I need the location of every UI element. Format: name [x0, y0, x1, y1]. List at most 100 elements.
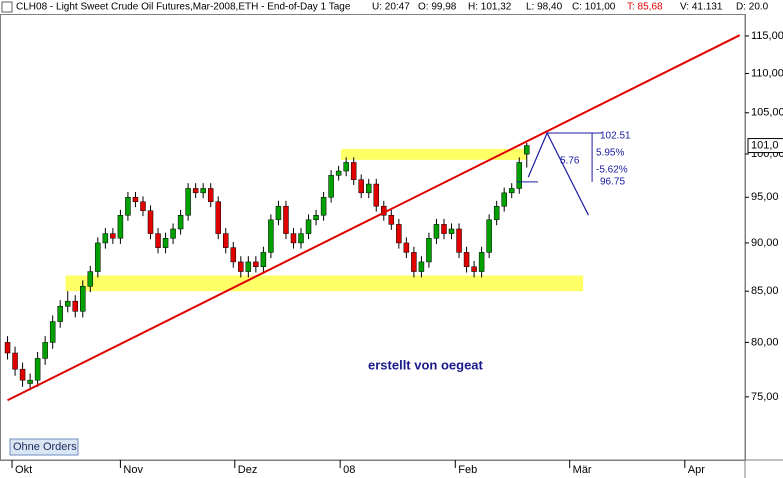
button-label[interactable]: Ohne Orders: [13, 441, 77, 453]
candle-body: [388, 214, 395, 225]
candle-body: [463, 252, 470, 267]
candle-body: [418, 261, 425, 272]
candle-body: [403, 242, 410, 253]
candle-body: [524, 145, 530, 155]
x-tick-label: Apr: [688, 464, 705, 476]
projection-label: -5.62%: [596, 165, 628, 176]
candle-body: [396, 224, 402, 244]
candle-body: [170, 228, 176, 239]
candle-body: [147, 210, 154, 234]
candle-body: [290, 233, 297, 244]
zone: [340, 148, 527, 160]
candle-body: [200, 188, 206, 194]
last-price-box: [747, 138, 783, 154]
candle-body: [87, 271, 94, 287]
candle-body: [441, 224, 447, 234]
y-tick-label: 90,00: [751, 237, 779, 249]
candle-body: [4, 342, 11, 354]
candle-body: [493, 205, 500, 221]
header-text: H: 101,32: [468, 2, 512, 13]
button[interactable]: Ohne Orders: [9, 438, 79, 456]
candle-body: [478, 252, 485, 272]
candle-body: [411, 252, 417, 272]
candle-body: [328, 175, 334, 198]
candle-body: [177, 214, 184, 230]
candle-body: [110, 233, 116, 239]
x-tick-label: 08: [343, 464, 355, 476]
candle-body: [350, 162, 357, 180]
candle-body: [102, 233, 109, 244]
candle-body: [80, 286, 86, 312]
x-tick-label: Mär: [573, 464, 592, 476]
candle-body: [501, 192, 507, 207]
candle-body: [117, 214, 124, 239]
y-tick-label: 80,00: [751, 336, 779, 348]
button-bg[interactable]: [9, 438, 79, 456]
candle-body: [260, 252, 267, 267]
level-label: 102.51: [600, 131, 631, 142]
candle-body: [268, 219, 274, 253]
header-text: U: 20:47: [372, 2, 410, 13]
candle-body: [34, 358, 41, 381]
y-tick-label: 110,00: [751, 67, 783, 79]
candle-body: [125, 197, 131, 216]
candle-body: [335, 170, 342, 176]
x-tick-label: Dez: [238, 464, 258, 476]
candle-body: [49, 321, 56, 343]
level-label: 96.75: [600, 177, 625, 188]
candle-body: [433, 224, 440, 239]
header-text: T: 85,68: [627, 2, 663, 13]
candle-body: [373, 183, 380, 207]
candle-body: [132, 197, 139, 202]
y-tick-label: 75,00: [751, 391, 779, 403]
x-tick-label: Nov: [123, 464, 143, 476]
candle-body: [448, 228, 455, 234]
candle-body: [192, 188, 199, 194]
candle-body: [185, 188, 191, 216]
candle-body: [471, 266, 477, 272]
candle-body: [155, 233, 161, 248]
candle-body: [57, 305, 63, 322]
zone: [65, 275, 584, 292]
candle-body: [298, 233, 304, 244]
candle-body: [140, 201, 146, 211]
candle-body: [245, 261, 252, 272]
projection-label: 5.76: [560, 156, 580, 167]
header-text: D: 20.0: [736, 2, 769, 13]
candle-body: [426, 238, 432, 263]
y-tick-label: 115,00: [751, 30, 783, 42]
x-tick-label: Okt: [15, 464, 32, 476]
candle-body: [95, 242, 101, 272]
header-text: L: 98,40: [526, 2, 563, 13]
candle-body: [12, 352, 18, 370]
candle-body: [365, 183, 372, 194]
candle-body: [358, 179, 364, 194]
header-icon: [1, 1, 13, 13]
candle-body: [275, 205, 282, 221]
trendline: [7, 34, 741, 402]
candle-body: [42, 342, 48, 359]
candle-body: [230, 247, 237, 263]
candle-body: [215, 201, 221, 234]
candle-body: [343, 162, 349, 172]
x-tick-label: Feb: [458, 464, 477, 476]
candle-body: [207, 188, 214, 202]
header-text: O: 99,98: [418, 2, 457, 13]
candle-body: [283, 205, 289, 234]
header-text: C: 101,00: [572, 2, 616, 13]
y-tick-label: 95,00: [751, 191, 779, 203]
candle-body: [27, 379, 33, 384]
candle-body: [162, 238, 169, 248]
projection-label: 5.95%: [596, 148, 624, 159]
candle-body: [238, 261, 244, 272]
y-tick-label: 105,00: [751, 107, 783, 119]
candle-body: [19, 368, 26, 381]
candle-body: [320, 197, 327, 216]
header-text: CLH08 - Light Sweet Crude Oil Futures,Ma…: [16, 2, 351, 13]
candle-body: [516, 162, 522, 189]
candle-body: [64, 300, 71, 307]
candle-body: [305, 219, 312, 234]
candle-body: [486, 219, 492, 253]
candle-body: [223, 233, 229, 248]
